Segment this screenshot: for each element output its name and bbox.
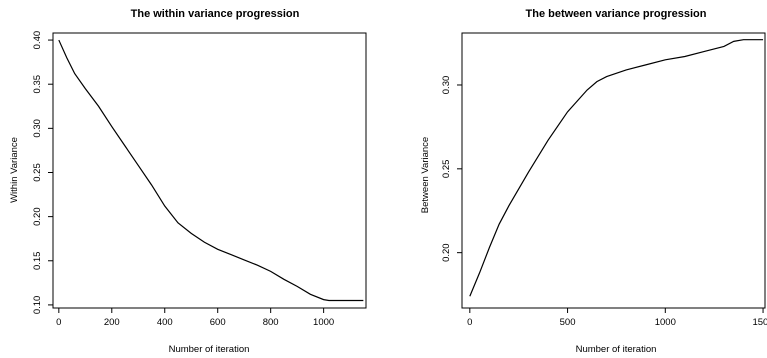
y-axis-label: Between Variance (420, 137, 431, 213)
x-tick-label: 0 (467, 317, 472, 328)
y-tick-label: 0.20 (441, 243, 452, 261)
x-tick-label: 1000 (313, 317, 334, 328)
y-tick-label: 0.25 (32, 163, 43, 182)
y-tick-label: 0.10 (32, 296, 43, 315)
y-axis-label: Within Variance (9, 137, 20, 203)
plot-frame (52, 32, 367, 309)
x-axis-label: Number of iteration (169, 344, 250, 355)
x-tick-label: 500 (560, 317, 576, 328)
x-tick-label: 400 (157, 317, 173, 328)
y-axis: 0.10 0.15 0.20 0.25 0.30 0.35 0.40 (32, 31, 53, 314)
within-variance-chart: The within variance progression 0 200 400 6… (9, 8, 367, 355)
x-tick-label: 800 (263, 317, 279, 328)
y-tick-label: 0.15 (32, 252, 43, 271)
series-line (58, 39, 364, 302)
y-tick-label: 0.25 (441, 160, 452, 179)
x-tick-label: 200 (104, 317, 120, 328)
chart-title: The between variance progression (526, 8, 707, 20)
y-tick-label: 0.35 (32, 75, 43, 94)
between-variance-chart: The between variance progression 0 500 100… (420, 8, 767, 355)
y-tick-label: 0.30 (441, 76, 452, 95)
y-axis: 0.20 0.25 0.30 (441, 76, 462, 262)
y-tick-label: 0.20 (32, 207, 43, 226)
x-tick-label: 600 (210, 317, 226, 328)
plot-frame (461, 32, 766, 309)
x-tick-label: 0 (56, 317, 61, 328)
y-tick-label: 0.30 (32, 119, 43, 138)
x-tick-label: 1000 (655, 317, 676, 328)
series-line (469, 39, 764, 297)
chart-title: The within variance progression (131, 8, 300, 20)
x-axis: 0 200 400 600 800 1000 (56, 308, 334, 328)
x-axis-label: Number of iteration (576, 344, 657, 355)
y-tick-label: 0.40 (32, 31, 43, 50)
